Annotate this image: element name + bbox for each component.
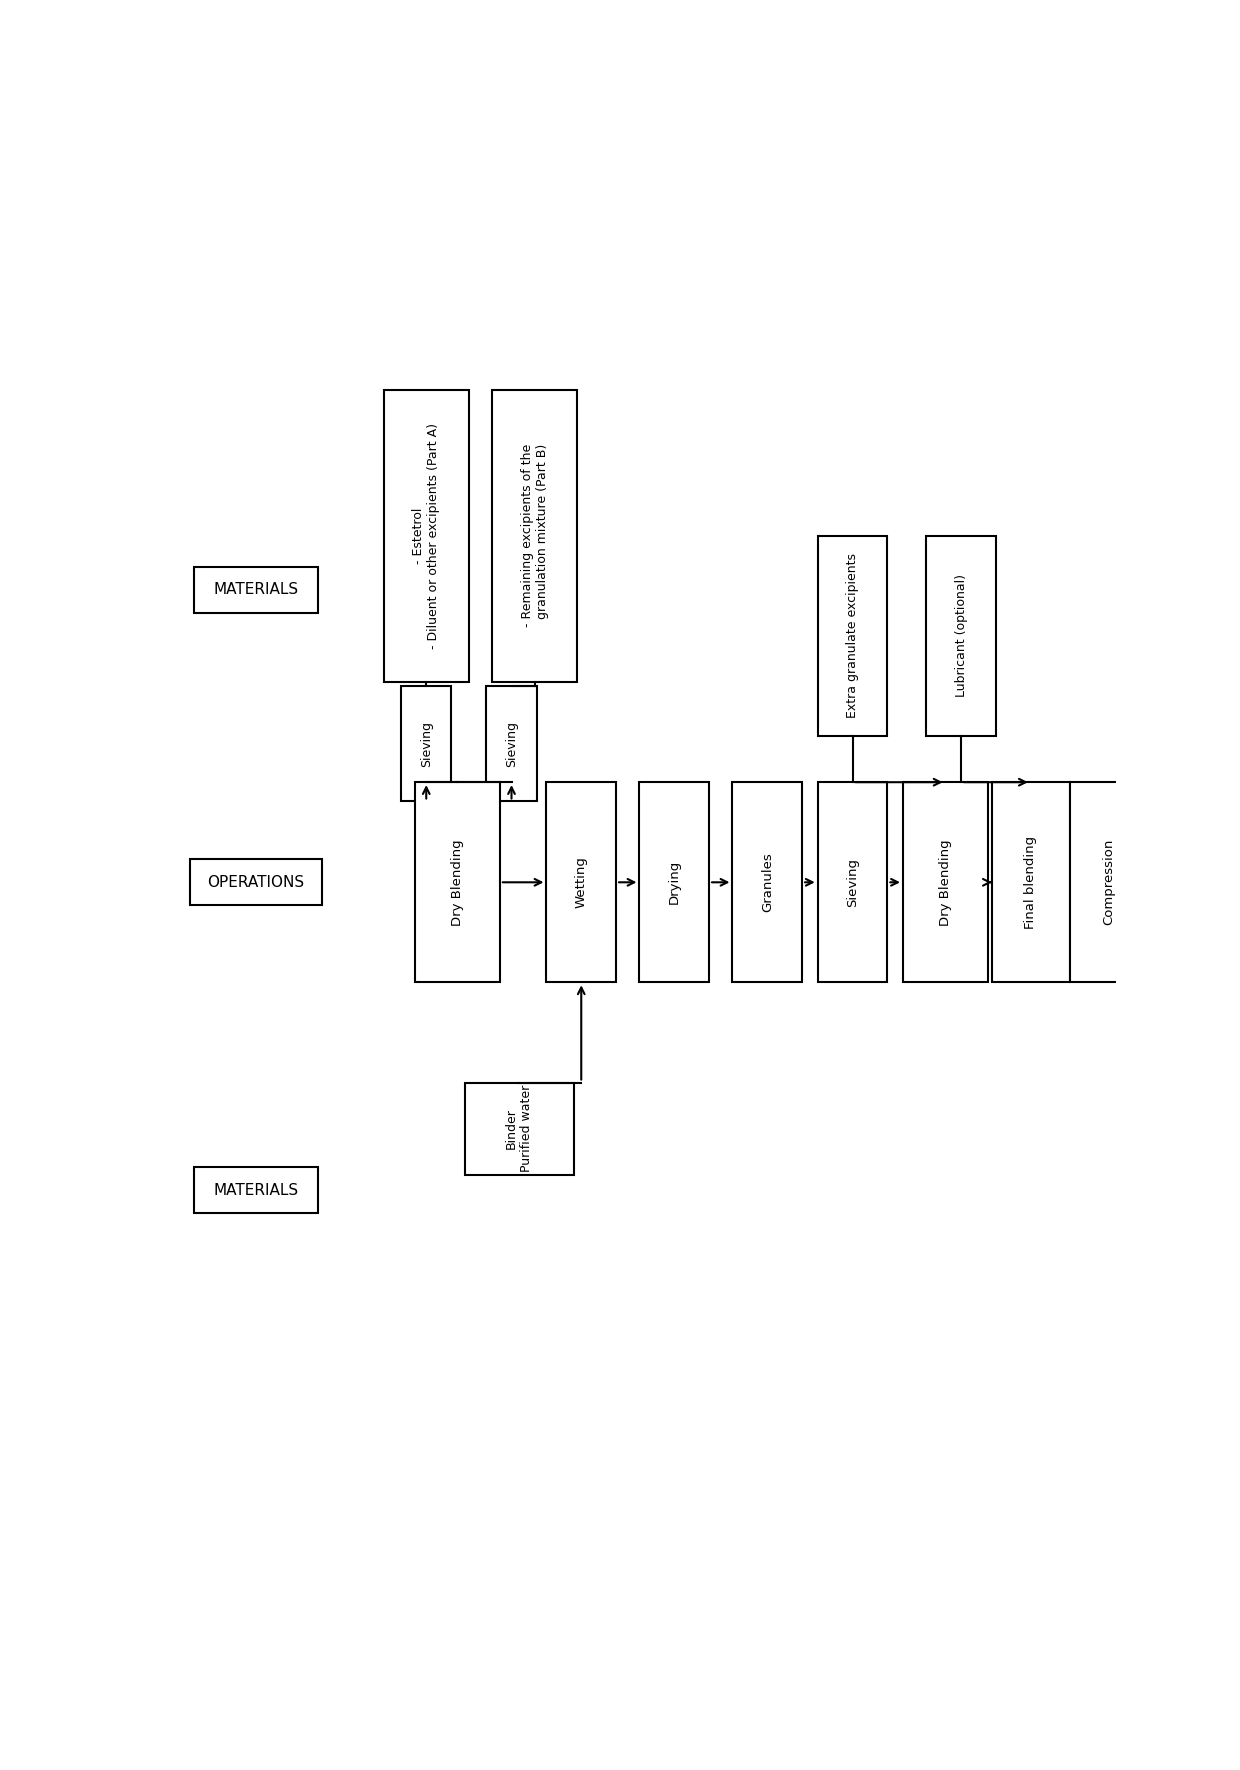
Bar <box>1069 782 1147 982</box>
Bar <box>193 566 317 612</box>
Bar <box>903 782 988 982</box>
Text: Sieving: Sieving <box>505 720 518 766</box>
Bar <box>486 687 537 802</box>
Bar <box>992 782 1069 982</box>
Bar <box>640 782 709 982</box>
Text: MATERIALS: MATERIALS <box>213 582 299 596</box>
Text: Wetting: Wetting <box>575 857 588 908</box>
Text: Sieving: Sieving <box>420 720 433 766</box>
Bar <box>733 782 802 982</box>
Bar <box>465 1083 573 1175</box>
Text: Final blending: Final blending <box>1024 835 1037 929</box>
Text: Extra granulate excipients: Extra granulate excipients <box>846 554 859 719</box>
Bar <box>190 858 321 906</box>
Text: Dry Blending: Dry Blending <box>939 839 952 926</box>
Text: Drying: Drying <box>668 860 681 904</box>
Text: Binder
Purified water: Binder Purified water <box>505 1085 533 1172</box>
Text: Compression: Compression <box>1102 839 1115 926</box>
Bar <box>926 536 996 736</box>
Text: Dry Blending: Dry Blending <box>451 839 464 926</box>
Bar <box>817 536 888 736</box>
Bar <box>383 389 469 681</box>
Text: OPERATIONS: OPERATIONS <box>207 874 304 890</box>
Text: Granules: Granules <box>761 853 774 912</box>
Text: - Remaining excipients of the
  granulation mixture (Part B): - Remaining excipients of the granulatio… <box>521 444 549 627</box>
Bar <box>193 1166 317 1214</box>
Bar <box>547 782 616 982</box>
Text: Lubricant (optional): Lubricant (optional) <box>955 575 967 697</box>
Text: MATERIALS: MATERIALS <box>213 1182 299 1198</box>
Text: Sieving: Sieving <box>846 858 859 906</box>
Bar <box>492 389 578 681</box>
Bar <box>817 782 888 982</box>
Bar <box>414 782 500 982</box>
Bar <box>401 687 451 802</box>
Text: - Estetrol
- Diluent or other excipients (Part A): - Estetrol - Diluent or other excipients… <box>412 423 440 650</box>
